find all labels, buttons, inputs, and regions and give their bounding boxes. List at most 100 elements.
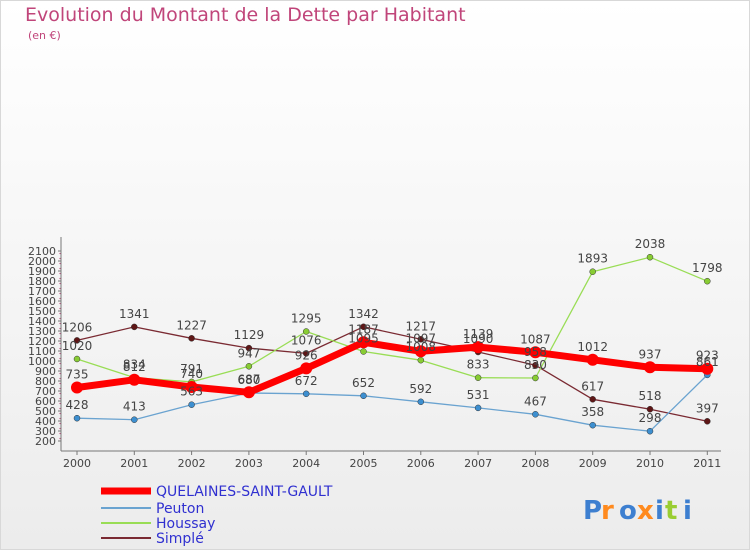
- data-point: [646, 427, 654, 435]
- y-minor-tick: [59, 282, 61, 285]
- y-minor-tick: [59, 382, 61, 385]
- data-label: 1187: [348, 322, 379, 336]
- data-label: 1206: [62, 320, 93, 334]
- data-point: [302, 390, 310, 398]
- y-minor-tick: [59, 257, 61, 260]
- x-tick-label: 2009: [579, 457, 607, 470]
- y-minor-tick: [59, 292, 61, 295]
- series-line: [76, 374, 708, 432]
- data-point: [589, 421, 596, 429]
- y-minor-tick: [59, 407, 61, 410]
- x-tick-label: 2008: [521, 457, 549, 470]
- legend-label: Simplé: [156, 531, 204, 547]
- y-minor-tick: [59, 322, 61, 325]
- data-label: 947: [237, 346, 260, 360]
- data-label: 1893: [577, 252, 608, 266]
- y-tick-label: 1900: [28, 265, 56, 278]
- data-label: 926: [295, 348, 318, 362]
- y-minor-tick: [59, 372, 61, 375]
- y-tick-label: 200: [35, 435, 56, 448]
- data-point: [73, 337, 81, 344]
- series-1-labels: 735 812 740 687 926 1187 1097 1139 1087 1012 937 92…: [66, 322, 719, 386]
- y-tick-label: 2000: [28, 255, 56, 268]
- data-point: [529, 346, 542, 359]
- x-tick-label: 2002: [178, 457, 206, 470]
- series-4-labels: 1206 1341 1227 1129 1076 1342 1217 1090 958 617 51…: [62, 307, 719, 416]
- x-tick-label: 2007: [464, 457, 492, 470]
- data-label: 1798: [692, 261, 723, 275]
- data-label: 1095: [348, 332, 379, 346]
- data-point: [71, 381, 83, 394]
- data-label: 592: [409, 382, 432, 396]
- x-tick-label: 2005: [350, 457, 378, 470]
- data-point: [532, 411, 539, 418]
- data-point: [532, 361, 539, 369]
- y-tick-label: 1000: [28, 355, 56, 368]
- data-point: [245, 363, 253, 370]
- data-label: 834: [123, 358, 146, 372]
- y-tick-label: 1400: [28, 315, 56, 328]
- logo-letter: i: [683, 496, 692, 526]
- data-point: [644, 361, 656, 374]
- y-tick-label: 1500: [28, 305, 56, 318]
- y-minor-tick: [59, 412, 61, 415]
- y-tick-label: 1600: [28, 295, 56, 308]
- legend-label: QUELAINES-SAINT-GAULT: [156, 484, 333, 500]
- data-label: 428: [66, 398, 89, 412]
- data-point: [586, 353, 599, 366]
- x-tick-label: 2003: [235, 457, 263, 470]
- data-point: [131, 323, 138, 331]
- y-minor-tick: [59, 267, 61, 270]
- series-line: [76, 326, 708, 422]
- series-line: [76, 256, 708, 383]
- data-label: 298: [639, 411, 662, 425]
- data-label: 1076: [291, 333, 322, 347]
- data-point: [414, 345, 427, 358]
- data-label: 937: [639, 347, 662, 361]
- data-point: [128, 373, 141, 386]
- data-point: [646, 253, 654, 261]
- data-point: [532, 374, 539, 382]
- chart-title: Evolution du Montant de la Dette par Hab…: [25, 4, 466, 26]
- x-tick-label: 2000: [63, 457, 91, 470]
- logo-letter: t: [665, 496, 677, 526]
- data-point: [302, 328, 310, 335]
- data-label: 1295: [291, 312, 322, 326]
- y-minor-tick: [59, 437, 61, 440]
- data-label: 1139: [463, 327, 494, 341]
- data-label: 358: [581, 405, 604, 419]
- data-label: 397: [696, 401, 719, 415]
- data-label: 518: [639, 389, 662, 403]
- data-point: [360, 348, 367, 355]
- data-label: 680: [237, 373, 260, 387]
- data-point: [704, 277, 711, 285]
- data-point: [474, 374, 482, 381]
- data-point: [73, 414, 81, 422]
- y-minor-tick: [59, 252, 61, 255]
- data-label: 1012: [577, 340, 608, 354]
- y-tick-label: 700: [35, 385, 56, 398]
- data-point: [589, 268, 596, 275]
- data-point: [131, 416, 138, 423]
- data-point: [646, 405, 654, 413]
- series-4: [73, 323, 711, 425]
- y-minor-tick: [59, 327, 61, 330]
- y-minor-tick: [59, 367, 61, 370]
- data-point: [300, 362, 313, 375]
- logo-letter: P: [583, 496, 602, 526]
- y-minor-tick: [59, 342, 61, 345]
- proxiti-logo: Pr o x i t i: [583, 496, 692, 526]
- chart-subtitle: (en €): [28, 29, 61, 42]
- y-minor-tick: [59, 432, 61, 435]
- y-minor-tick: [59, 377, 61, 380]
- y-minor-tick: [59, 392, 61, 395]
- data-label: 531: [467, 388, 490, 402]
- y-minor-tick: [59, 337, 61, 340]
- data-point: [73, 355, 81, 363]
- data-point: [589, 396, 596, 403]
- y-tick-label: 400: [35, 415, 56, 428]
- data-point: [245, 344, 253, 352]
- data-point: [701, 362, 714, 375]
- data-label: 958: [524, 345, 547, 359]
